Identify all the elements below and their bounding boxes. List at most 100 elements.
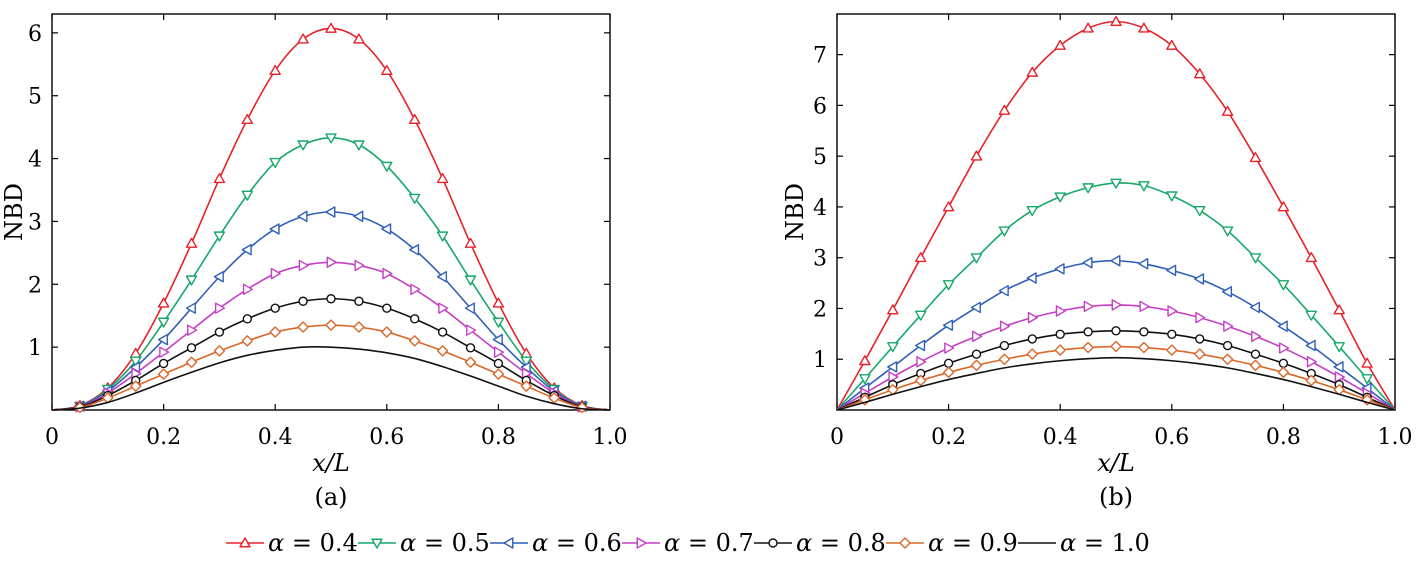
x-tick-label: 1.0: [593, 425, 628, 450]
data-point: [859, 374, 871, 385]
data-point: [242, 314, 253, 324]
data-point: [520, 380, 532, 392]
data-point: [1166, 191, 1178, 202]
legend-symbol: α: [928, 529, 944, 557]
data-point: [1111, 299, 1122, 311]
data-point: [576, 401, 588, 414]
legend-marker: [899, 537, 911, 549]
y-tick-label: 6: [813, 94, 827, 119]
x-tick-label: 0.6: [369, 425, 404, 450]
data-point: [1082, 257, 1093, 269]
data-point: [464, 302, 475, 314]
data-point: [1166, 39, 1178, 50]
data-point: [1305, 310, 1317, 321]
data-point: [942, 366, 955, 379]
legend-marker: [371, 538, 383, 549]
y-tick-label: 7: [813, 44, 827, 69]
y-tick-label: 2: [28, 273, 42, 298]
data-point: [241, 244, 252, 256]
data-point: [998, 353, 1011, 365]
y-tick-label: 6: [28, 22, 42, 47]
data-point: [382, 267, 393, 280]
data-point: [241, 113, 253, 125]
data-point: [410, 283, 421, 296]
data-point: [325, 319, 337, 331]
data-point: [1026, 272, 1037, 284]
legend-symbol: α: [532, 529, 548, 557]
series-alpha-0.5: [836, 178, 1396, 411]
data-point: [1249, 301, 1260, 314]
data-point: [464, 237, 477, 248]
data-point: [187, 324, 198, 336]
legend-label: α = 0.8: [796, 529, 886, 557]
y-tick-label: 5: [813, 145, 827, 170]
data-point: [269, 326, 281, 338]
y-tick-label: 4: [28, 148, 42, 173]
data-point: [1138, 341, 1150, 354]
legend-value: = 0.5: [416, 529, 490, 557]
data-point: [242, 283, 253, 296]
data-point: [1026, 348, 1038, 360]
chart-panel-b: 0 0.2 0.4 0.6 0.8 1.0 1 2 3 4 5 6 7 x/L NBD (b): [781, 13, 1413, 511]
data-point: [157, 333, 169, 346]
data-point: [213, 172, 226, 184]
data-point: [353, 210, 364, 223]
data-point: [326, 294, 336, 304]
data-point: [492, 317, 505, 328]
data-point: [185, 237, 198, 248]
data-point: [1166, 344, 1178, 356]
legend-item-5: α = 0.9: [886, 529, 1018, 557]
data-point: [944, 342, 955, 354]
data-point: [325, 133, 337, 144]
data-point: [1054, 263, 1065, 275]
data-point: [1054, 39, 1066, 50]
y-tick-label: 2: [813, 297, 827, 322]
plot-frame: [51, 13, 611, 411]
data-point: [438, 302, 449, 314]
data-point: [466, 324, 477, 336]
series-alpha-1.0: [51, 346, 611, 411]
data-point: [325, 206, 336, 218]
y-tick-label: 3: [28, 210, 42, 235]
data-point: [971, 349, 982, 359]
legend-item-6: α = 1.0: [1018, 529, 1150, 557]
x-tick-label: 1.0: [1378, 425, 1413, 450]
data-point: [298, 296, 308, 306]
data-point: [1333, 304, 1345, 315]
series-alpha-0.7: [51, 256, 611, 413]
data-point: [157, 297, 170, 308]
data-point: [464, 275, 477, 286]
data-point: [297, 33, 309, 44]
panel-caption: (b): [1099, 483, 1133, 511]
data-point: [1221, 353, 1234, 365]
panel-caption: (a): [314, 483, 347, 511]
data-point: [915, 339, 926, 352]
data-point: [493, 346, 505, 358]
legend-symbol: α: [268, 529, 284, 557]
data-point: [159, 346, 170, 358]
data-point: [1277, 366, 1290, 379]
series-alpha-1.0: [836, 356, 1396, 411]
data-point: [1110, 178, 1122, 189]
data-point: [1110, 340, 1122, 353]
data-point: [915, 374, 927, 387]
data-point: [1195, 311, 1206, 324]
data-point: [1305, 374, 1317, 387]
y-tick-label: 3: [813, 247, 827, 272]
x-axis-label: x/L: [1097, 449, 1135, 477]
legend-item-3: α = 0.7: [622, 529, 754, 557]
x-tick-label: 0.4: [258, 425, 293, 450]
data-point: [1082, 341, 1094, 354]
y-tick-label: 1: [813, 348, 827, 373]
data-point: [1221, 105, 1234, 116]
data-point: [1249, 151, 1262, 163]
data-point: [1222, 340, 1233, 351]
data-point: [1083, 327, 1093, 337]
data-point: [353, 321, 365, 333]
data-point: [354, 296, 364, 306]
data-point: [1167, 305, 1178, 317]
data-point: [185, 302, 196, 314]
data-point: [1249, 359, 1262, 372]
data-point: [1334, 371, 1345, 383]
